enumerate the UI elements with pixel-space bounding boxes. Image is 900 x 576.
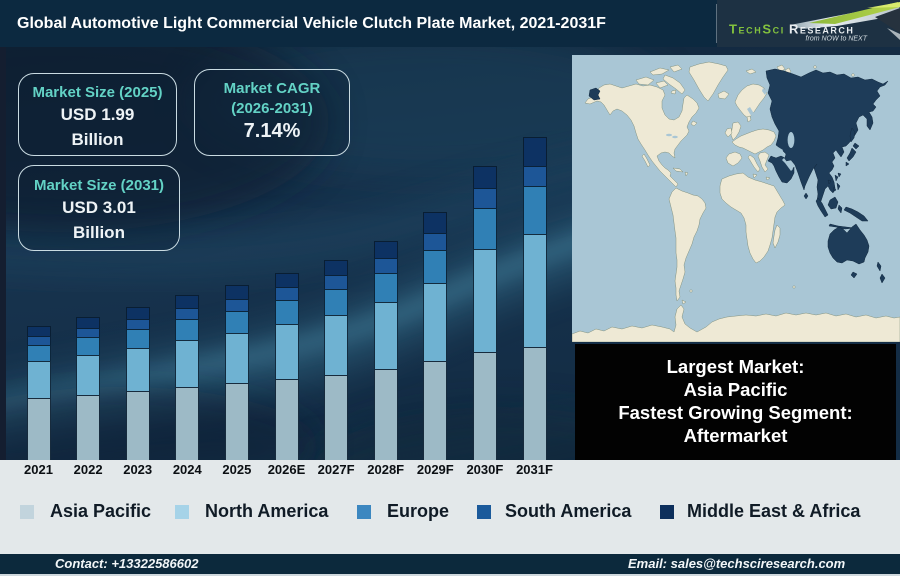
svg-text:TechSci: TechSci — [729, 22, 785, 37]
svg-text:Research: Research — [789, 22, 854, 37]
svg-text:from NOW to NEXT: from NOW to NEXT — [806, 36, 868, 43]
